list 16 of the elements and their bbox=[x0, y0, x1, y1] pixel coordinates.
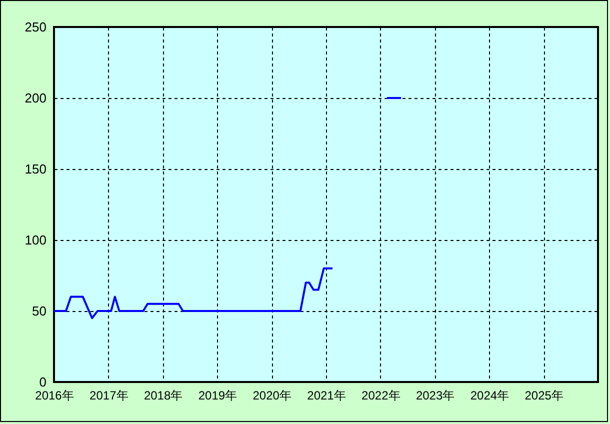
x-tick-label: 2023年 bbox=[416, 388, 455, 402]
y-tick-label: 200 bbox=[24, 90, 46, 106]
x-tick-label: 2024年 bbox=[470, 388, 510, 402]
x-tick-label: 2019年 bbox=[198, 388, 238, 402]
y-tick-label: 150 bbox=[24, 162, 46, 176]
x-tick-label: 2020年 bbox=[252, 388, 292, 402]
x-tick-label: 2022年 bbox=[362, 388, 400, 402]
y-tick-label: 50 bbox=[32, 304, 46, 318]
x-tick-label: 2016年 bbox=[35, 388, 74, 402]
x-tick-label: 2018年 bbox=[144, 388, 183, 402]
x-tick-label: 2017年 bbox=[90, 388, 128, 402]
y-tick-label: 250 bbox=[24, 20, 46, 34]
y-tick-label: 100 bbox=[24, 232, 46, 248]
y-tick-label: 0 bbox=[39, 374, 46, 390]
x-tick-label: 2025年 bbox=[524, 388, 564, 402]
x-tick-label: 2021年 bbox=[307, 388, 346, 402]
